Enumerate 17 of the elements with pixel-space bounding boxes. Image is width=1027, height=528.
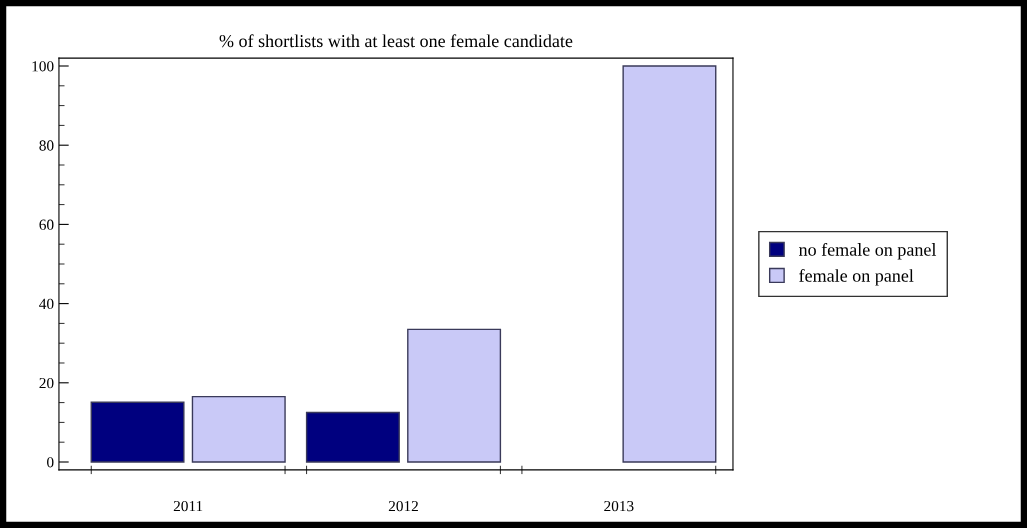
legend-label: female on panel xyxy=(799,268,914,286)
y-tick-label: 100 xyxy=(32,61,54,72)
x-tick-label: 2012 xyxy=(388,500,418,512)
y-tick-label: 60 xyxy=(39,219,54,230)
y-tick-label: 0 xyxy=(47,457,54,468)
legend-label: no female on panel xyxy=(798,242,937,260)
bar xyxy=(622,65,717,463)
bar xyxy=(407,328,502,463)
bar xyxy=(305,411,400,463)
bar xyxy=(90,401,185,463)
y-tick-label: 20 xyxy=(39,377,54,389)
x-tick-label: 2011 xyxy=(173,500,203,512)
x-tick-label: 2013 xyxy=(604,500,634,512)
y-tick-label: 40 xyxy=(39,298,54,310)
bar xyxy=(191,395,286,463)
y-tick-label: 80 xyxy=(39,140,54,151)
chart-title: % of shortlists with at least one female candidate xyxy=(219,34,573,48)
